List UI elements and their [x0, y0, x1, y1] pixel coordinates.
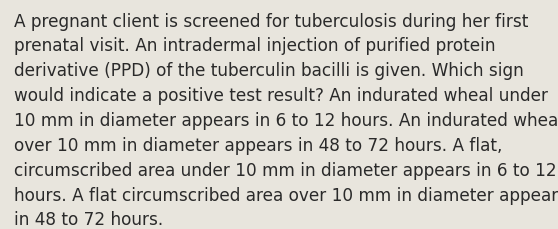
Text: hours. A flat circumscribed area over 10 mm in diameter appears: hours. A flat circumscribed area over 10…	[14, 186, 558, 204]
Text: in 48 to 72 hours.: in 48 to 72 hours.	[14, 210, 163, 228]
Text: derivative (PPD) of the tuberculin bacilli is given. Which sign: derivative (PPD) of the tuberculin bacil…	[14, 62, 524, 80]
Text: would indicate a positive test result? An indurated wheal under: would indicate a positive test result? A…	[14, 87, 548, 105]
Text: prenatal visit. An intradermal injection of purified protein: prenatal visit. An intradermal injection…	[14, 37, 496, 55]
Text: circumscribed area under 10 mm in diameter appears in 6 to 12: circumscribed area under 10 mm in diamet…	[14, 161, 556, 179]
Text: 10 mm in diameter appears in 6 to 12 hours. An indurated wheal: 10 mm in diameter appears in 6 to 12 hou…	[14, 112, 558, 129]
Text: A pregnant client is screened for tuberculosis during her first: A pregnant client is screened for tuberc…	[14, 13, 528, 30]
Text: over 10 mm in diameter appears in 48 to 72 hours. A flat,: over 10 mm in diameter appears in 48 to …	[14, 136, 502, 154]
